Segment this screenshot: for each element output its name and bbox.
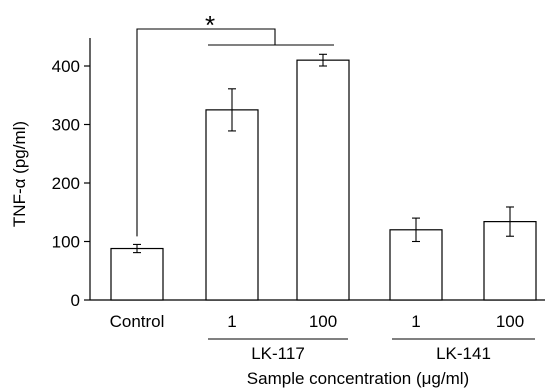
group-label: LK-117 [251,344,305,363]
y-tick-label: 400 [52,57,80,76]
x-axis-title: Sample concentration (μg/ml) [247,369,469,388]
group-label: LK-141 [436,344,491,363]
bar [205,109,259,301]
x-tick-label: 1 [411,312,420,331]
significance-bracket [136,28,276,237]
significance-star: * [205,10,215,40]
x-tick-label: 100 [309,312,337,331]
y-axis-title: TNF-α (pg/ml) [10,121,29,227]
axes: 0 100 200 300 400 [52,38,545,310]
y-tick-label: 300 [52,116,80,135]
bar [296,59,350,301]
x-tick-label: 1 [227,312,236,331]
y-tick-label: 200 [52,174,80,193]
y-tick-label: 0 [71,291,80,310]
bars [110,53,537,301]
y-tick-label: 100 [52,233,80,252]
significance-annotation: * [136,10,334,237]
bar [110,247,164,301]
x-tick-label: Control [110,312,165,331]
x-tick-label: 100 [496,312,524,331]
